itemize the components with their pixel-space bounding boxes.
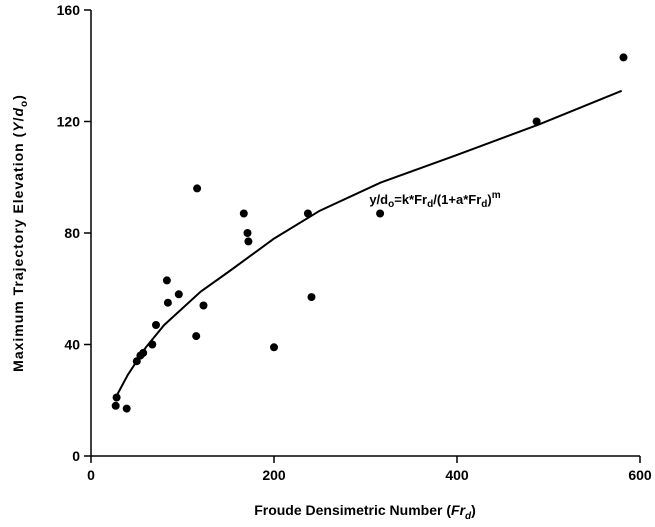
y-tick-label: 80: [64, 225, 80, 241]
y-tick-label: 40: [64, 337, 80, 353]
data-points: [111, 53, 628, 413]
y-tick-label: 0: [72, 448, 80, 464]
x-tick-label: 400: [445, 467, 469, 483]
data-point: [239, 209, 248, 218]
fit-curve: [114, 89, 623, 398]
data-point: [163, 298, 172, 307]
data-point: [244, 237, 253, 246]
y-tick-label: 160: [57, 2, 81, 18]
data-point: [112, 393, 121, 402]
data-point: [111, 401, 120, 410]
data-point: [619, 53, 628, 62]
x-tick-label: 600: [628, 467, 652, 483]
fit-curve-group: [114, 89, 623, 398]
data-point: [174, 290, 183, 299]
data-point: [122, 404, 131, 413]
data-point: [139, 348, 148, 357]
axes: [90, 10, 640, 457]
data-point: [376, 209, 385, 218]
data-point: [193, 184, 202, 193]
data-point: [243, 229, 252, 237]
data-point: [307, 293, 316, 302]
x-tick-label: 0: [87, 467, 95, 483]
data-point: [199, 301, 208, 310]
data-point: [148, 340, 157, 349]
x-tick-label: 200: [262, 467, 286, 483]
fit-equation: y/do=k*Frd/(1+a*Frd)m: [369, 190, 500, 210]
ticks: 0 200 400 600 0 40 80 120 160: [57, 2, 652, 483]
data-point: [192, 332, 201, 341]
x-axis-title: Froude Densimetric Number (Frd): [254, 502, 476, 522]
data-point: [270, 343, 278, 352]
data-point: [152, 321, 160, 329]
data-point: [303, 209, 312, 218]
data-point: [162, 276, 171, 285]
y-axis-title: Maximum Trajectory Elevation (Y/do): [10, 94, 30, 372]
y-tick-label: 120: [57, 114, 81, 130]
data-point: [532, 117, 541, 126]
